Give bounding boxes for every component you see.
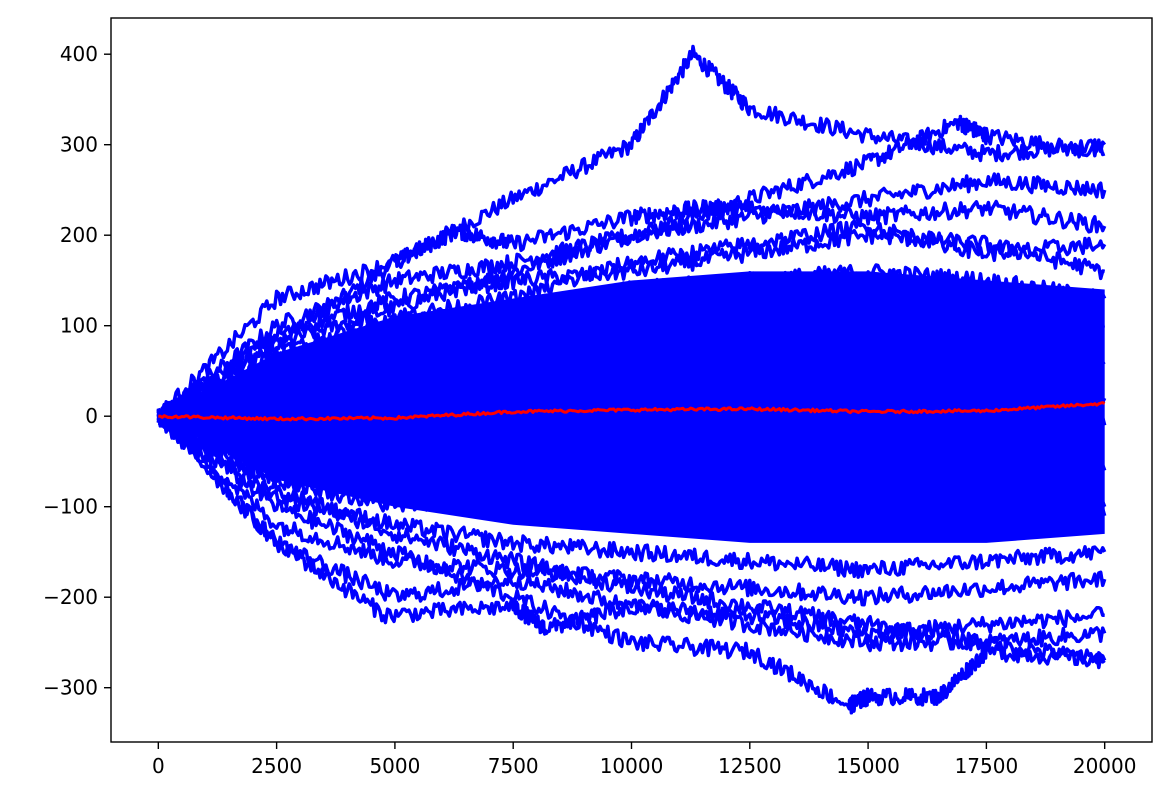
path-line-10 bbox=[156, 408, 1107, 507]
path-line-0 bbox=[156, 44, 1107, 420]
mean-line bbox=[158, 401, 1106, 422]
path-line-17 bbox=[156, 414, 1106, 670]
path-line-5 bbox=[156, 263, 1107, 424]
path-line-9 bbox=[156, 408, 1107, 452]
path-line-11 bbox=[158, 413, 1107, 542]
y-tick-label: −100 bbox=[43, 495, 98, 519]
x-tick-label: 0 bbox=[152, 754, 165, 778]
x-tick-label: 5000 bbox=[369, 754, 420, 778]
x-tick-label: 20000 bbox=[1073, 754, 1137, 778]
series-layer bbox=[156, 44, 1107, 715]
path-line-19 bbox=[156, 409, 1107, 523]
y-tick-label: −200 bbox=[43, 585, 98, 609]
path-line-13 bbox=[156, 414, 1107, 607]
axes-frame bbox=[110, 17, 1153, 743]
x-tick-label: 7500 bbox=[488, 754, 539, 778]
path-line-6 bbox=[156, 288, 1105, 421]
y-tick-label: 300 bbox=[60, 133, 98, 157]
x-tick-label: 17500 bbox=[955, 754, 1019, 778]
path-line-18 bbox=[156, 219, 1107, 423]
x-tick-label: 10000 bbox=[600, 754, 664, 778]
path-line-2 bbox=[156, 172, 1107, 420]
x-tick-label: 2500 bbox=[251, 754, 302, 778]
path-line-8 bbox=[156, 363, 1107, 426]
path-line-16 bbox=[156, 413, 1107, 715]
x-tick-label: 15000 bbox=[836, 754, 900, 778]
y-tick-label: −300 bbox=[43, 676, 98, 700]
y-tick-label: 400 bbox=[60, 42, 98, 66]
path-line-7 bbox=[156, 325, 1106, 422]
y-tick-label: 200 bbox=[60, 223, 98, 247]
axes-layer: 0 2500 5000 7500 10000 12500 15000 17500 20000 −3… bbox=[43, 42, 1136, 778]
y-tick-label: 0 bbox=[85, 404, 98, 428]
path-line-3 bbox=[156, 198, 1107, 420]
y-tick-label: 100 bbox=[60, 314, 98, 338]
x-tick-label: 12500 bbox=[718, 754, 782, 778]
